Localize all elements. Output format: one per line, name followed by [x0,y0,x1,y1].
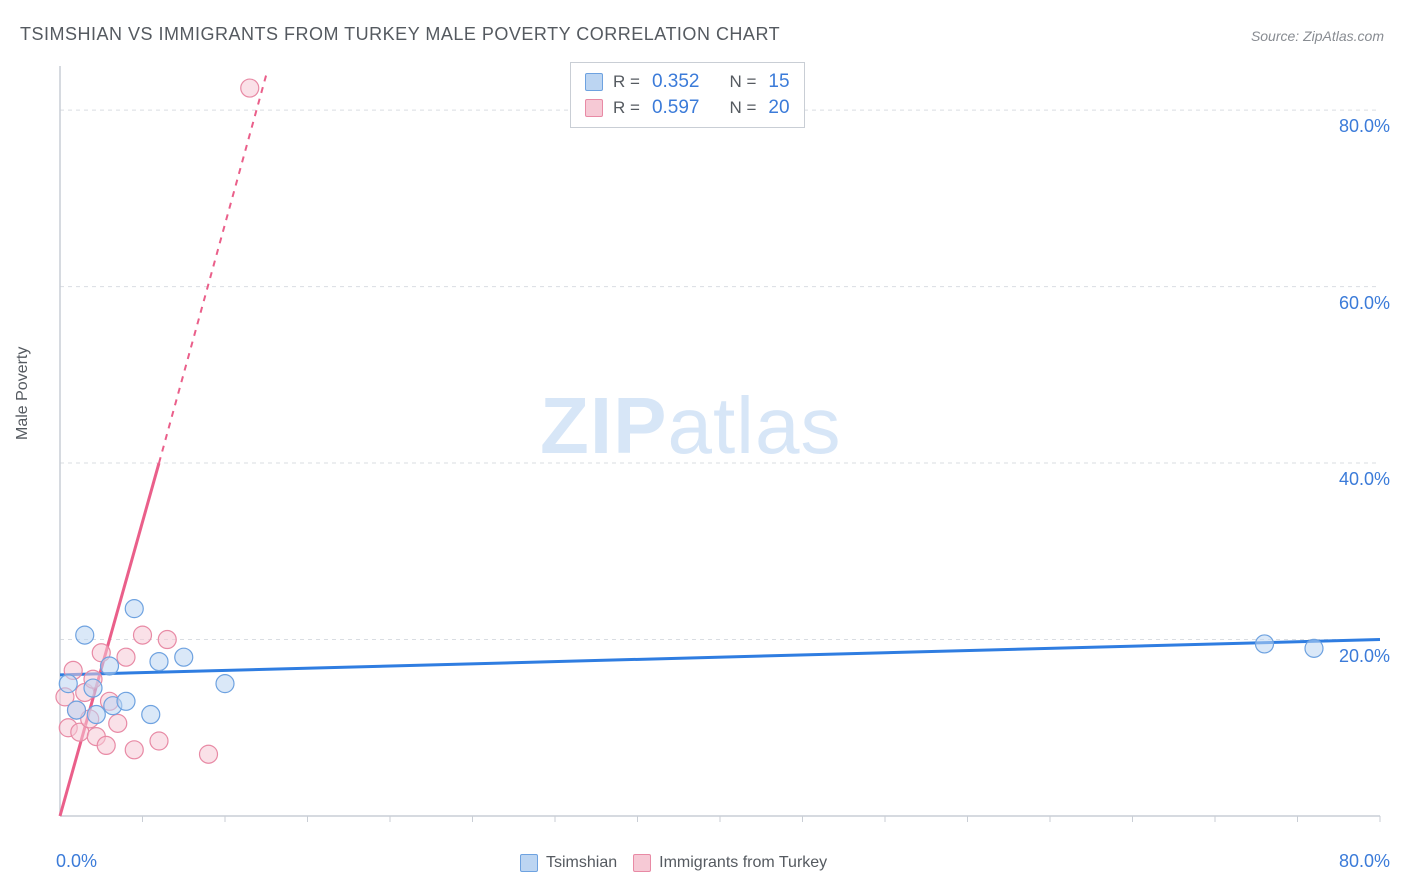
legend-stats-row-1: R = 0.352 N = 15 [585,69,790,95]
legend-r-value-1: 0.352 [652,69,700,95]
legend-swatch-series2-bottom [633,854,651,872]
legend-n-value-2: 20 [768,95,789,121]
legend-n-label: N = [729,69,756,95]
x-axis-max-label: 80.0% [1339,851,1390,872]
bottom-legend-item-1: Tsimshian [520,854,617,872]
y-tick-label: 40.0% [1339,469,1390,490]
bottom-legend-label-1: Tsimshian [546,854,617,872]
chart-title: TSIMSHIAN VS IMMIGRANTS FROM TURKEY MALE… [20,24,780,45]
legend-stats-row-2: R = 0.597 N = 20 [585,95,790,121]
y-tick-label: 20.0% [1339,646,1390,667]
legend-r-value-2: 0.597 [652,95,700,121]
legend-stats-box: R = 0.352 N = 15 R = 0.597 N = 20 [570,62,805,128]
y-axis-label: Male Poverty [14,347,32,440]
legend-swatch-series2 [585,99,603,117]
source-attribution: Source: ZipAtlas.com [1251,28,1384,44]
chart-plot-area [50,56,1390,836]
x-axis-origin-label: 0.0% [56,851,97,872]
legend-r-label: R = [613,69,640,95]
scatter-chart-svg [50,56,1390,836]
y-tick-label: 60.0% [1339,293,1390,314]
y-tick-label: 80.0% [1339,116,1390,137]
bottom-legend: Tsimshian Immigrants from Turkey [520,854,827,872]
legend-r-label: R = [613,95,640,121]
legend-n-value-1: 15 [768,69,789,95]
bottom-legend-label-2: Immigrants from Turkey [659,854,827,872]
bottom-legend-item-2: Immigrants from Turkey [633,854,827,872]
legend-swatch-series1 [585,73,603,91]
legend-n-label: N = [729,95,756,121]
legend-swatch-series1-bottom [520,854,538,872]
